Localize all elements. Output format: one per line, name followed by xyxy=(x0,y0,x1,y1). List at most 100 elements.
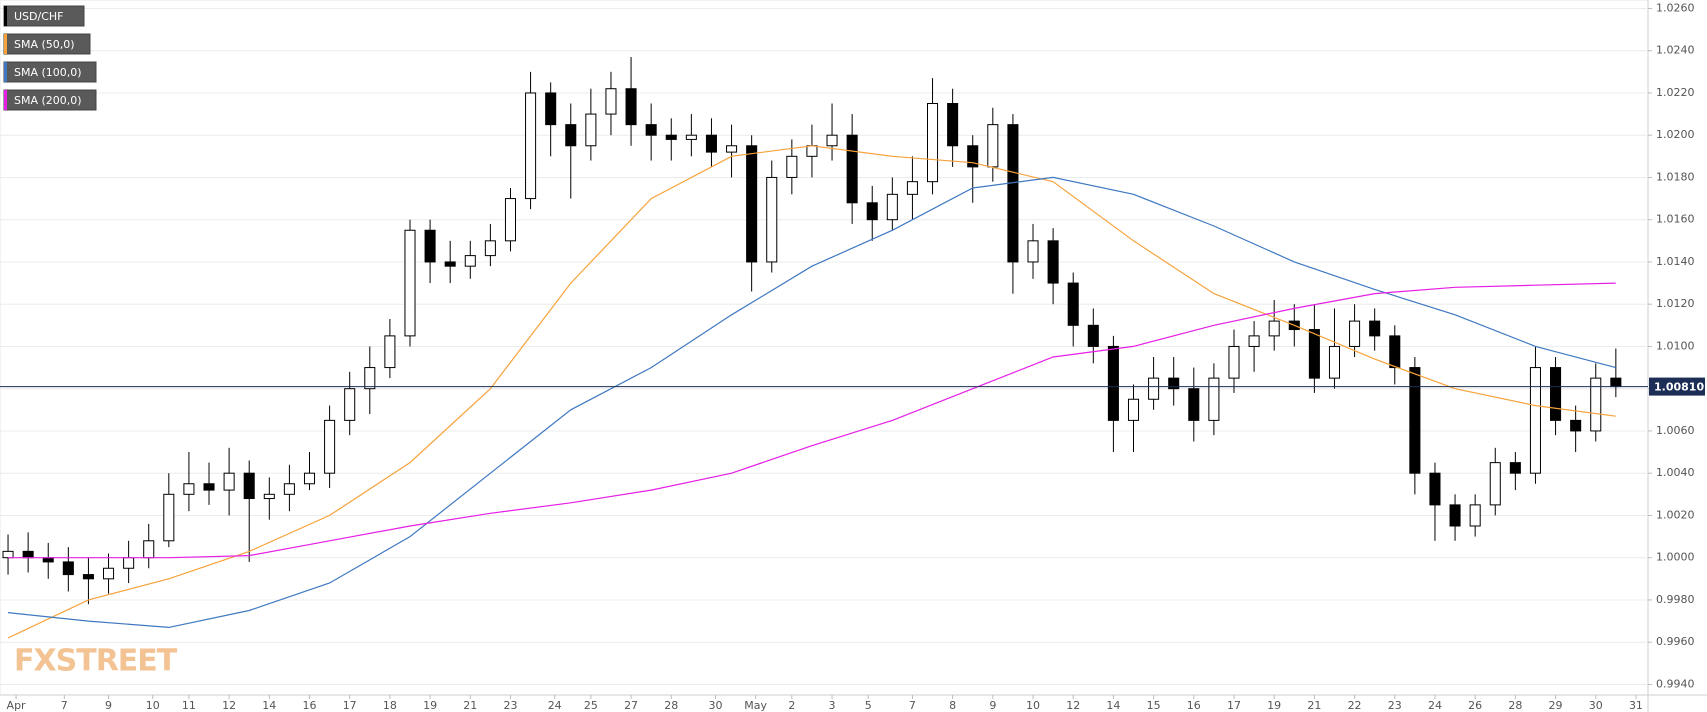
x-tick-label: 30 xyxy=(1589,699,1603,712)
candle-body xyxy=(565,124,577,147)
sma-line xyxy=(8,282,1616,559)
x-tick-label: 28 xyxy=(1508,699,1522,712)
x-tick-label: 18 xyxy=(383,699,397,712)
y-tick-label: 1.0220 xyxy=(1656,86,1695,99)
candle-body xyxy=(243,472,255,500)
candle-body xyxy=(42,557,54,563)
plot-area xyxy=(0,0,1649,696)
x-tick-label: 19 xyxy=(1267,699,1281,712)
sma-line xyxy=(7,176,1616,629)
y-tick-label: 1.0160 xyxy=(1656,213,1695,226)
candle-body xyxy=(1107,345,1119,421)
candle-body xyxy=(1248,335,1260,347)
candle-body xyxy=(605,88,617,115)
x-tick-label: 3 xyxy=(829,699,836,712)
candle-body xyxy=(22,550,34,559)
candle-body xyxy=(927,103,939,183)
candle-body xyxy=(504,198,517,242)
candle-body xyxy=(444,261,456,267)
candle-body xyxy=(967,145,979,168)
legend-label: USD/CHF xyxy=(14,10,64,23)
candle-body xyxy=(424,229,436,263)
candle-body xyxy=(1087,324,1099,347)
x-tick-label: 17 xyxy=(343,699,357,712)
y-tick-label: 0.9980 xyxy=(1656,593,1695,606)
candle-body xyxy=(223,472,235,491)
legend-swatch xyxy=(4,34,7,54)
watermark: FXSTREET xyxy=(14,644,178,679)
candle-body xyxy=(324,419,336,474)
x-tick-label: 24 xyxy=(1428,699,1442,712)
candle-body xyxy=(1550,367,1562,421)
candle-body xyxy=(1127,398,1140,421)
candle-body xyxy=(1148,377,1160,400)
current-price-label: 1.00810 xyxy=(1654,381,1704,394)
x-tick-label: 9 xyxy=(105,699,112,712)
x-tick-label: 7 xyxy=(909,699,916,712)
candle-body xyxy=(726,145,738,153)
candle-body xyxy=(1489,462,1501,506)
y-tick-label: 1.0040 xyxy=(1656,466,1695,479)
candle-body xyxy=(585,113,597,147)
x-tick-label: 28 xyxy=(664,699,678,712)
x-tick-label: 21 xyxy=(463,699,477,712)
x-tick-label: 2 xyxy=(788,699,795,712)
y-tick-label: 1.0240 xyxy=(1656,44,1695,57)
candle-body xyxy=(1429,472,1441,506)
candle-body xyxy=(705,134,717,153)
x-tick-label: 5 xyxy=(865,699,872,712)
candle-body xyxy=(143,540,155,559)
candle-body xyxy=(766,176,778,263)
y-tick-label: 1.0260 xyxy=(1656,1,1695,14)
candle-body xyxy=(525,92,537,200)
x-tick-label: 12 xyxy=(1066,699,1080,712)
candle-body xyxy=(103,567,115,580)
candle-body xyxy=(1389,335,1401,369)
legend-swatch xyxy=(4,6,7,26)
candle-body xyxy=(82,574,94,580)
y-tick-label: 1.0200 xyxy=(1656,128,1695,141)
x-tick-label: 19 xyxy=(423,699,437,712)
candle-body xyxy=(303,472,316,485)
x-tick-label: 24 xyxy=(548,699,562,712)
x-tick-label: 23 xyxy=(503,699,517,712)
legend-swatch xyxy=(4,90,7,110)
candle-body xyxy=(645,124,657,136)
candle-body xyxy=(1188,388,1200,421)
candle-body xyxy=(1369,320,1381,337)
x-tick-label: Apr xyxy=(7,699,27,712)
candle-body xyxy=(886,193,898,221)
y-tick-label: 1.0000 xyxy=(1656,551,1695,564)
candle-body xyxy=(1328,345,1341,379)
candle-body xyxy=(1027,240,1039,263)
x-tick-label: 14 xyxy=(262,699,276,712)
y-tick-label: 1.0060 xyxy=(1656,424,1695,437)
y-tick-label: 0.9960 xyxy=(1656,635,1695,648)
x-tick-label: 16 xyxy=(303,699,317,712)
candle-body xyxy=(1067,282,1079,326)
candle-body xyxy=(1228,345,1240,379)
candle-body xyxy=(203,483,215,491)
candle-body xyxy=(1449,504,1461,527)
candle-body xyxy=(464,255,476,267)
candle-body xyxy=(484,240,496,257)
candle-body xyxy=(1349,320,1361,347)
x-tick-label: 30 xyxy=(708,699,722,712)
candle-body xyxy=(344,388,356,421)
candle-body xyxy=(62,561,74,576)
y-tick-label: 1.0180 xyxy=(1656,170,1695,183)
candle-body xyxy=(1168,377,1180,390)
candle-body xyxy=(163,493,175,542)
candle-body xyxy=(1268,320,1280,337)
legend-label: SMA (200,0) xyxy=(14,94,82,107)
candle-body xyxy=(1570,419,1582,432)
candle-body xyxy=(947,103,959,147)
x-tick-label: 8 xyxy=(949,699,956,712)
candle-body xyxy=(846,134,858,204)
candle-body xyxy=(786,155,798,178)
candle-body xyxy=(545,92,557,126)
sma-line xyxy=(7,145,1616,639)
candle-body xyxy=(384,335,396,369)
candle-body xyxy=(183,483,195,495)
